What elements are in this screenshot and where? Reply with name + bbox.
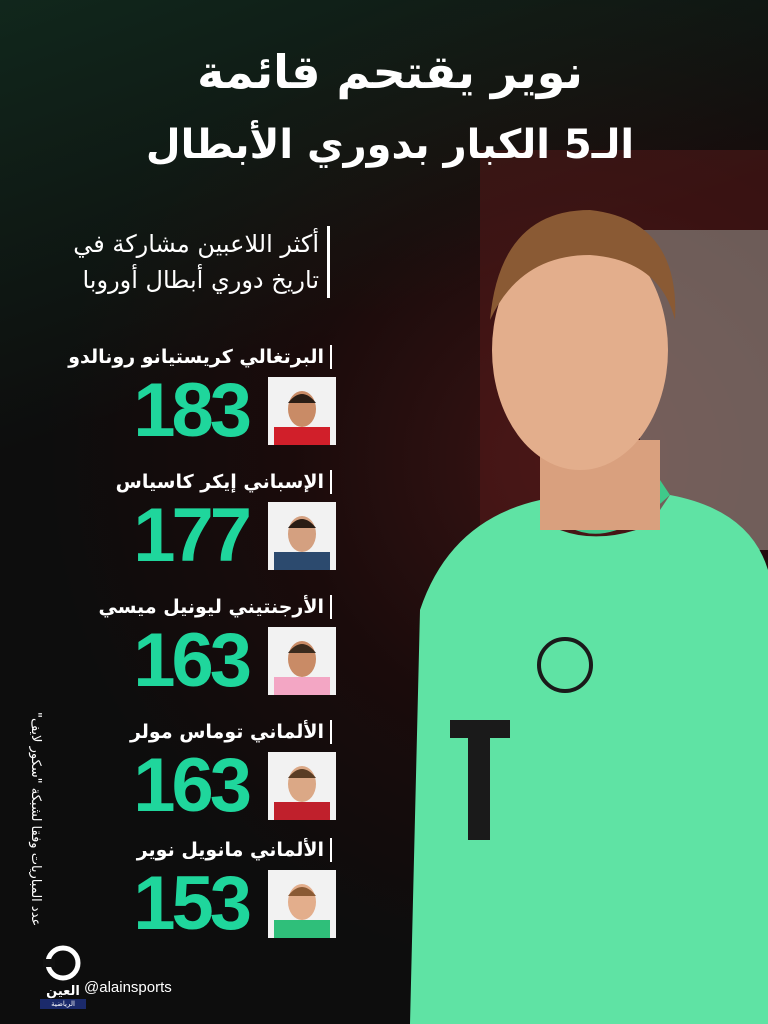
match-count: 177 [133,493,252,578]
player-name: الأرجنتيني ليونيل ميسي [99,595,332,619]
headline-line-2: الـ5 الكبار بدوري الأبطال [145,122,635,168]
social-handle: @alainsports [84,979,172,996]
player-name: الألماني مانويل نوير [137,838,332,862]
player-photo [268,502,336,570]
subtitle-line-1: أكثر اللاعبين مشاركة في [73,230,319,258]
featured-player-photo [410,150,768,1024]
player-photo [268,627,336,695]
player-name: الإسباني إيكر كاسياس [116,470,332,494]
match-count: 163 [133,743,252,828]
logo-text: العين [46,984,80,999]
player-name: البرتغالي كريستيانو رونالدو [68,345,332,369]
list-item: الألماني مانويل نوير 153 [120,838,336,958]
match-count: 183 [133,368,252,453]
player-photo [268,377,336,445]
subtitle-line-2: تاريخ دوري أبطال أوروبا [82,266,319,294]
player-photo [268,870,336,938]
subtitle: أكثر اللاعبين مشاركة في تاريخ دوري أبطال… [73,226,330,298]
match-count: 153 [133,861,252,946]
match-count: 163 [133,618,252,703]
logo-mark-icon [43,945,81,981]
alain-sports-logo: العين الرياضية [40,945,86,1009]
player-name: الألماني توماس مولر [130,720,332,744]
list-item: البرتغالي كريستيانو رونالدو 183 [68,345,336,465]
list-item: الألماني توماس مولر 163 [120,720,336,840]
logo-subtext: الرياضية [40,999,86,1009]
source-note: عدد المباريات وفقا لشبكة "سكور لايف" [28,712,43,927]
list-item: الإسباني إيكر كاسياس 177 [116,470,336,590]
player-photo [268,752,336,820]
list-item: الأرجنتيني ليونيل ميسي 163 [99,595,336,715]
headline-line-1: نوير يقتحم قائمة [197,45,583,99]
